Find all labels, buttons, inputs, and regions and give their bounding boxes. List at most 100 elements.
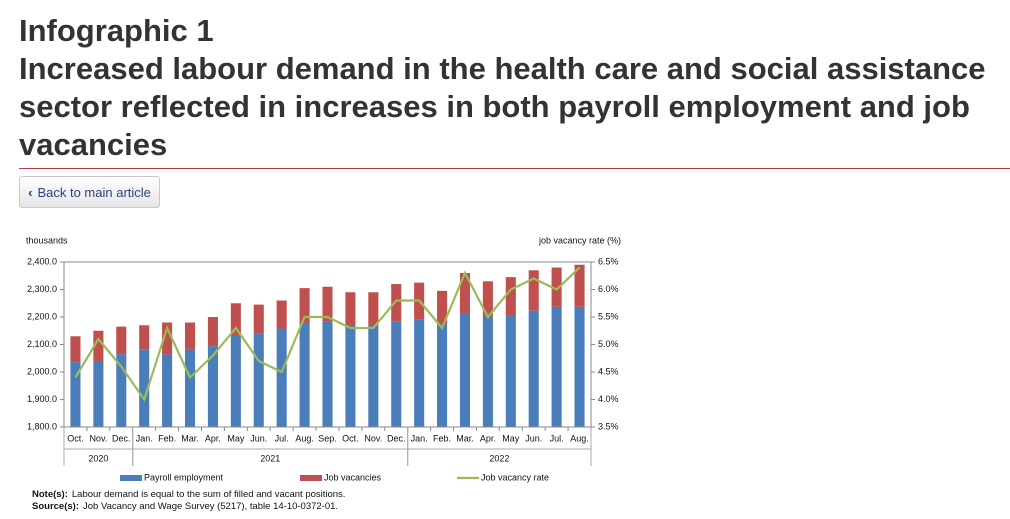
note-label: Note(s): bbox=[32, 489, 68, 500]
legend-label: Job vacancy rate bbox=[481, 472, 549, 482]
y-tick-label: 2,400.0 bbox=[27, 256, 57, 266]
x-tick-label: Feb. bbox=[158, 433, 176, 443]
legend-label: Payroll employment bbox=[144, 472, 224, 482]
bar-segment bbox=[459, 273, 471, 314]
bar-segment bbox=[459, 313, 471, 427]
y2-tick-label: 5.0% bbox=[598, 339, 619, 349]
bar-segment bbox=[345, 292, 356, 326]
bar-segment bbox=[139, 325, 150, 350]
legend-label: Job vacancies bbox=[324, 472, 382, 482]
bar-segment bbox=[276, 300, 287, 329]
y-tick-label: 2,300.0 bbox=[27, 284, 57, 294]
bar-segment bbox=[230, 303, 241, 336]
bar-segment bbox=[162, 354, 173, 427]
y-tick-label: 2,000.0 bbox=[27, 366, 57, 376]
bar-segment bbox=[162, 322, 173, 355]
x-group-label: 2021 bbox=[260, 453, 280, 463]
y2-tick-label: 5.5% bbox=[598, 311, 619, 321]
x-tick-label: Jul. bbox=[550, 433, 564, 443]
bar-segment bbox=[368, 292, 379, 326]
x-tick-label: Mar. bbox=[181, 433, 199, 443]
bar-segment bbox=[551, 267, 562, 307]
bar-segment bbox=[70, 336, 81, 363]
title-line: vacancies bbox=[19, 127, 168, 162]
bar-segment bbox=[253, 333, 264, 427]
x-tick-label: Dec. bbox=[112, 433, 131, 443]
x-tick-label: May bbox=[502, 433, 520, 443]
page-title: Infographic 1 Increased labour demand in… bbox=[19, 12, 1009, 164]
bar-segment bbox=[391, 284, 402, 322]
bar-segment bbox=[299, 288, 310, 324]
bar-segment bbox=[528, 270, 539, 311]
y2-tick-label: 3.5% bbox=[598, 421, 619, 431]
y-tick-label: 2,200.0 bbox=[27, 311, 57, 321]
bar-segment bbox=[482, 316, 493, 427]
bar-segment bbox=[207, 317, 218, 347]
divider bbox=[19, 168, 1010, 169]
bar-segment bbox=[574, 264, 585, 307]
bar-segment bbox=[414, 319, 425, 427]
x-tick-label: Mar. bbox=[456, 433, 474, 443]
chevron-icon: ‹ bbox=[28, 184, 33, 200]
x-tick-label: Feb. bbox=[433, 433, 451, 443]
bar-segment bbox=[299, 323, 310, 427]
bar-segment bbox=[322, 286, 333, 322]
y2-tick-label: 4.0% bbox=[598, 394, 619, 404]
bar-segment bbox=[345, 325, 356, 427]
bar-segment bbox=[505, 315, 516, 427]
x-tick-label: Nov. bbox=[89, 433, 107, 443]
x-tick-label: May bbox=[227, 433, 245, 443]
bar-segment bbox=[437, 290, 448, 325]
x-tick-label: Jun. bbox=[250, 433, 267, 443]
bar-segment bbox=[574, 306, 585, 427]
legend-swatch bbox=[300, 475, 322, 481]
bar-segment bbox=[391, 321, 402, 427]
x-tick-label: Dec. bbox=[387, 433, 406, 443]
bar-segment bbox=[528, 310, 539, 427]
bar-segment bbox=[70, 362, 81, 427]
x-tick-label: Oct. bbox=[67, 433, 84, 443]
source-text: Job Vacancy and Wage Survey (5217), tabl… bbox=[83, 501, 338, 512]
y-tick-label: 2,100.0 bbox=[27, 339, 57, 349]
x-tick-label: Aug. bbox=[295, 433, 314, 443]
bar-segment bbox=[184, 322, 196, 349]
y2-tick-label: 6.0% bbox=[598, 284, 619, 294]
bar-segment bbox=[116, 326, 127, 355]
bar-segment bbox=[230, 335, 241, 427]
source-label: Source(s): bbox=[32, 501, 79, 512]
bar-segment bbox=[482, 281, 493, 317]
y-axis-label: thousands bbox=[26, 235, 68, 245]
title-line: Increased labour demand in the health ca… bbox=[19, 51, 986, 86]
bar-segment bbox=[253, 304, 264, 334]
bar-segment bbox=[551, 306, 562, 427]
note: Note(s): Labour demand is equal to the su… bbox=[32, 489, 345, 500]
back-button[interactable]: ‹ Back to main article bbox=[19, 176, 160, 208]
y-tick-label: 1,800.0 bbox=[27, 421, 57, 431]
y2-tick-label: 6.5% bbox=[598, 256, 619, 266]
x-tick-label: Apr. bbox=[205, 433, 221, 443]
x-group-label: 2022 bbox=[489, 453, 509, 463]
x-tick-label: Apr. bbox=[480, 433, 496, 443]
bar-segment bbox=[139, 349, 150, 427]
header: Infographic 1 Increased labour demand in… bbox=[19, 12, 1009, 164]
y2-axis-label: job vacancy rate (%) bbox=[538, 235, 621, 245]
source: Source(s): Job Vacancy and Wage Survey (5… bbox=[32, 501, 338, 512]
bar-segment bbox=[505, 277, 516, 316]
x-tick-label: Oct. bbox=[342, 433, 359, 443]
title-line: Infographic 1 bbox=[19, 13, 214, 48]
bar-segment bbox=[207, 346, 218, 427]
bar-segment bbox=[437, 324, 448, 427]
bar-segment bbox=[116, 354, 127, 427]
y2-tick-label: 4.5% bbox=[598, 366, 619, 376]
x-tick-label: Nov. bbox=[364, 433, 382, 443]
legend-swatch bbox=[120, 475, 142, 481]
x-tick-label: Aug. bbox=[570, 433, 589, 443]
x-tick-label: Jun. bbox=[525, 433, 542, 443]
bar-segment bbox=[368, 325, 379, 427]
title-line: sector reflected in increases in both pa… bbox=[19, 89, 970, 124]
bar-segment bbox=[184, 348, 196, 427]
back-label: Back to main article bbox=[37, 184, 151, 200]
x-tick-label: Jan. bbox=[411, 433, 428, 443]
